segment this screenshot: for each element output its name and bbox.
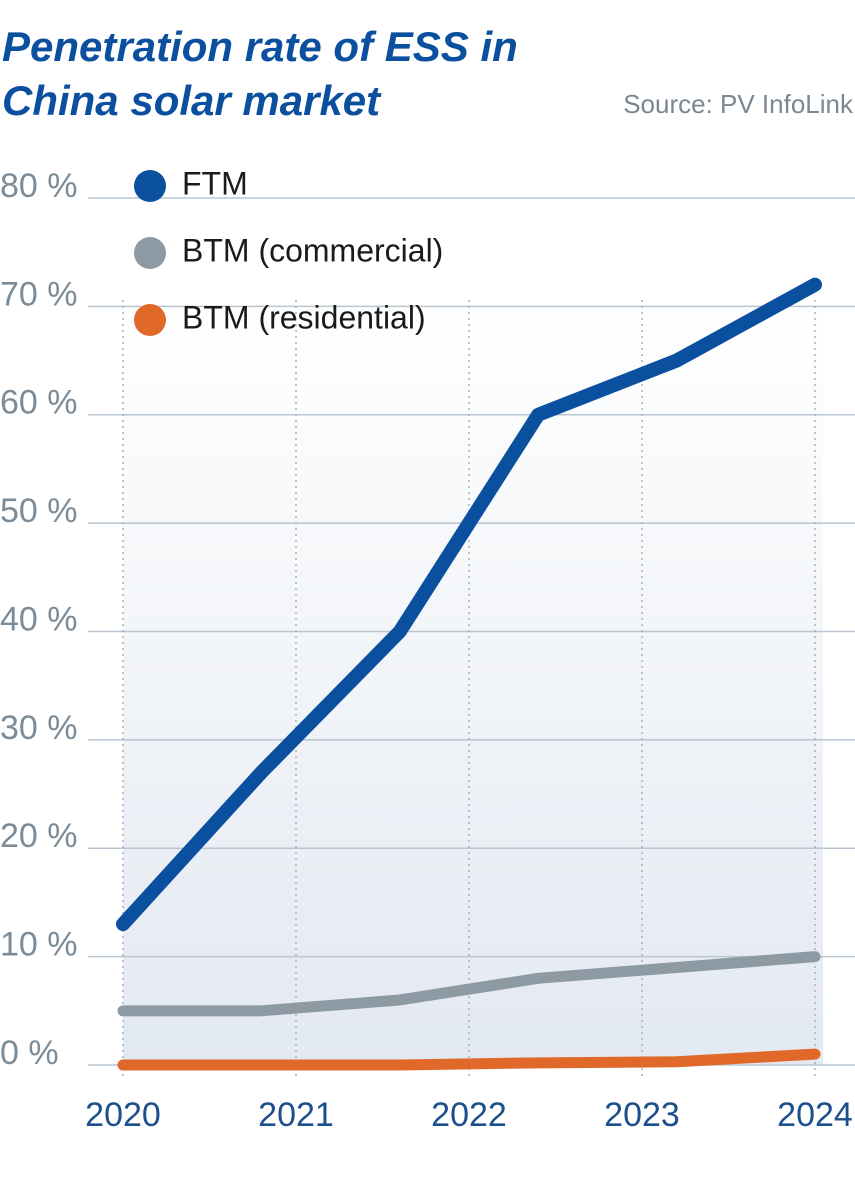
series-line	[116, 277, 822, 932]
y-tick-label: 40 %	[0, 600, 78, 638]
x-tick-label: 2022	[431, 1096, 507, 1134]
y-tick-label: 20 %	[0, 817, 78, 855]
y-tick-label: 50 %	[0, 492, 78, 530]
legend-label: FTM	[182, 165, 248, 201]
y-tick-label: 80 %	[0, 167, 78, 205]
series-line	[117, 1048, 821, 1071]
legend-marker	[134, 170, 166, 202]
y-tick-label: 60 %	[0, 384, 78, 422]
chart-title: China solar market	[2, 77, 382, 124]
y-tick-label: 70 %	[0, 275, 78, 313]
x-tick-label: 2020	[85, 1096, 161, 1134]
legend-label: BTM (commercial)	[182, 232, 443, 268]
legend-label: BTM (residential)	[182, 299, 426, 335]
y-tick-label: 10 %	[0, 926, 78, 964]
x-tick-label: 2024	[777, 1096, 853, 1134]
legend-marker	[134, 304, 166, 336]
x-tick-label: 2021	[258, 1096, 334, 1134]
chart-title: Penetration rate of ESS in	[2, 23, 518, 70]
series-line	[117, 951, 821, 1017]
legend-marker	[134, 237, 166, 269]
y-tick-label: 30 %	[0, 709, 78, 747]
source: Source: PV InfoLink	[623, 89, 854, 119]
x-tick-label: 2023	[604, 1096, 680, 1134]
plot-background	[123, 300, 823, 1065]
y-tick-label: 0 %	[0, 1034, 59, 1072]
